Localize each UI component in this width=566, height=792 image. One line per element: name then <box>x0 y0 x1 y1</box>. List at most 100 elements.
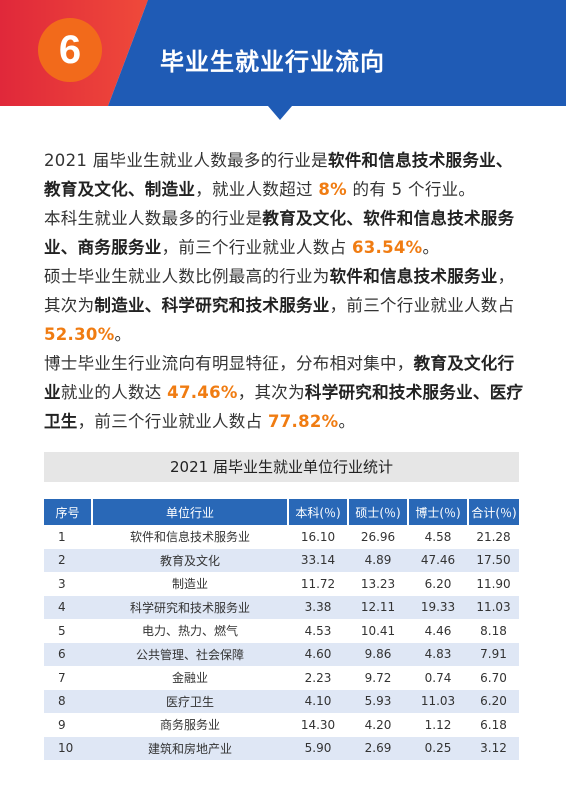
text-run: ，其次为 <box>237 383 305 402</box>
bold-text: 软件和信息技术服务业、教育及文化、制造业 <box>44 151 513 199</box>
bold-text: 教育及文化、软件和信息技术服务业、商务服务业 <box>44 209 515 257</box>
cell-industry: 教育及文化 <box>92 548 288 572</box>
cell-total: 6.20 <box>468 689 519 713</box>
cell-total: 11.90 <box>468 572 519 596</box>
section-header: 6 毕业生就业行业流向 <box>0 0 566 120</box>
cell-industry: 金融业 <box>92 666 288 690</box>
cell-undergraduate: 33.14 <box>288 548 348 572</box>
highlight-value: 77.82% <box>267 412 339 431</box>
cell-total: 17.50 <box>468 548 519 572</box>
cell-doctor: 0.74 <box>408 666 468 690</box>
cell-industry: 公共管理、社会保障 <box>92 642 288 666</box>
highlight-value: 8% <box>318 180 347 199</box>
cell-industry: 商务服务业 <box>92 713 288 737</box>
cell-master: 9.86 <box>348 642 408 666</box>
text-run: 本科生就业人数最多的行业是 <box>44 209 263 228</box>
cell-undergraduate: 14.30 <box>288 713 348 737</box>
table-row: 6 公共管理、社会保障 4.60 9.86 4.83 7.91 <box>44 642 519 666</box>
cell-industry: 电力、热力、燃气 <box>92 619 288 643</box>
cell-index: 9 <box>44 713 92 737</box>
header-doctor: 博士(％) <box>408 499 469 525</box>
table-row: 5 电力、热力、燃气 4.53 10.41 4.46 8.18 <box>44 619 519 643</box>
text-run: 。 <box>338 412 356 431</box>
text-run: 博士毕业生行业流向有明显特征，分布相对集中， <box>44 354 414 373</box>
cell-master: 4.20 <box>348 713 408 737</box>
paragraph: 2021 届毕业生就业人数最多的行业是软件和信息技术服务业、教育及文化、制造业，… <box>44 146 528 204</box>
cell-undergraduate: 2.23 <box>288 666 348 690</box>
table-row: 8 医疗卫生 4.10 5.93 11.03 6.20 <box>44 689 519 713</box>
cell-master: 5.93 <box>348 689 408 713</box>
text-run: ，前三个行业就业人数占 <box>161 238 352 257</box>
highlight-value: 52.30% <box>44 325 115 344</box>
cell-master: 10.41 <box>348 619 408 643</box>
cell-total: 11.03 <box>468 595 519 619</box>
header-industry: 单位行业 <box>92 499 289 525</box>
cell-doctor: 4.58 <box>408 525 468 549</box>
cell-undergraduate: 4.53 <box>288 619 348 643</box>
bold-text: 制造业、科学研究和技术服务业 <box>94 296 330 315</box>
header-undergraduate: 本科(％) <box>288 499 349 525</box>
highlight-value: 63.54% <box>351 238 423 257</box>
text-run: ，前三个行业就业人数占 <box>329 296 515 315</box>
bold-text: 科学研究和技术服务业、医疗卫生 <box>44 383 524 431</box>
summary-text: 2021 届毕业生就业人数最多的行业是软件和信息技术服务业、教育及文化、制造业，… <box>44 146 528 436</box>
table-row: 1 软件和信息技术服务业 16.10 26.96 4.58 21.28 <box>44 525 519 549</box>
text-run: 。 <box>422 238 440 257</box>
cell-doctor: 4.46 <box>408 619 468 643</box>
cell-doctor: 11.03 <box>408 689 468 713</box>
table-row: 9 商务服务业 14.30 4.20 1.12 6.18 <box>44 713 519 737</box>
cell-undergraduate: 11.72 <box>288 572 348 596</box>
cell-total: 3.12 <box>468 736 519 760</box>
table-row: 3 制造业 11.72 13.23 6.20 11.90 <box>44 572 519 596</box>
paragraph: 博士毕业生行业流向有明显特征，分布相对集中，教育及文化行业就业的人数达 47.4… <box>44 349 528 436</box>
cell-index: 3 <box>44 572 92 596</box>
cell-index: 10 <box>44 736 92 760</box>
cell-undergraduate: 4.60 <box>288 642 348 666</box>
section-number-badge: 6 <box>38 18 102 82</box>
industry-statistics-table: 序号 单位行业 本科(％) 硕士(％) 博士(％) 合计(％) 1 软件和信息技术… <box>44 499 519 760</box>
table-row: 2 教育及文化 33.14 4.89 47.46 17.50 <box>44 548 519 572</box>
header-master: 硕士(％) <box>348 499 409 525</box>
header-index: 序号 <box>44 499 93 525</box>
cell-total: 8.18 <box>468 619 519 643</box>
cell-master: 13.23 <box>348 572 408 596</box>
cell-industry: 科学研究和技术服务业 <box>92 595 288 619</box>
highlight-value: 47.46% <box>167 383 238 402</box>
cell-doctor: 1.12 <box>408 713 468 737</box>
section-title: 毕业生就业行业流向 <box>160 48 385 76</box>
cell-index: 6 <box>44 642 92 666</box>
paragraph: 硕士毕业生就业人数比例最高的行业为软件和信息技术服务业，其次为制造业、科学研究和… <box>44 262 528 349</box>
cell-master: 2.69 <box>348 736 408 760</box>
cell-total: 21.28 <box>468 525 519 549</box>
text-run: 的有 5 个行业。 <box>346 180 476 199</box>
cell-index: 5 <box>44 619 92 643</box>
cell-undergraduate: 4.10 <box>288 689 348 713</box>
cell-index: 7 <box>44 666 92 690</box>
cell-master: 4.89 <box>348 548 408 572</box>
text-run: 2021 届毕业生就业人数最多的行业是 <box>44 151 328 170</box>
cell-industry: 建筑和房地产业 <box>92 736 288 760</box>
cell-index: 8 <box>44 689 92 713</box>
text-run: ，就业人数超过 <box>195 180 319 199</box>
bold-text: 软件和信息技术服务业 <box>329 267 498 286</box>
cell-undergraduate: 3.38 <box>288 595 348 619</box>
table-caption: 2021 届毕业生就业单位行业统计 <box>44 452 519 482</box>
header-total: 合计(％) <box>468 499 519 525</box>
table-header-row: 序号 单位行业 本科(％) 硕士(％) 博士(％) 合计(％) <box>44 499 519 525</box>
paragraph: 本科生就业人数最多的行业是教育及文化、软件和信息技术服务业、商务服务业，前三个行… <box>44 204 528 262</box>
cell-master: 9.72 <box>348 666 408 690</box>
bold-text: 教育及文化行业 <box>44 354 515 402</box>
cell-undergraduate: 16.10 <box>288 525 348 549</box>
table-row: 10 建筑和房地产业 5.90 2.69 0.25 3.12 <box>44 736 519 760</box>
table-row: 7 金融业 2.23 9.72 0.74 6.70 <box>44 666 519 690</box>
table-row: 4 科学研究和技术服务业 3.38 12.11 19.33 11.03 <box>44 595 519 619</box>
cell-master: 12.11 <box>348 595 408 619</box>
text-run: 就业的人数达 <box>60 383 168 402</box>
cell-industry: 制造业 <box>92 572 288 596</box>
cell-industry: 医疗卫生 <box>92 689 288 713</box>
cell-doctor: 47.46 <box>408 548 468 572</box>
text-run: ，其次为 <box>44 267 515 315</box>
cell-doctor: 0.25 <box>408 736 468 760</box>
text-run: ，前三个行业就业人数占 <box>77 412 268 431</box>
text-run: 。 <box>114 325 132 344</box>
